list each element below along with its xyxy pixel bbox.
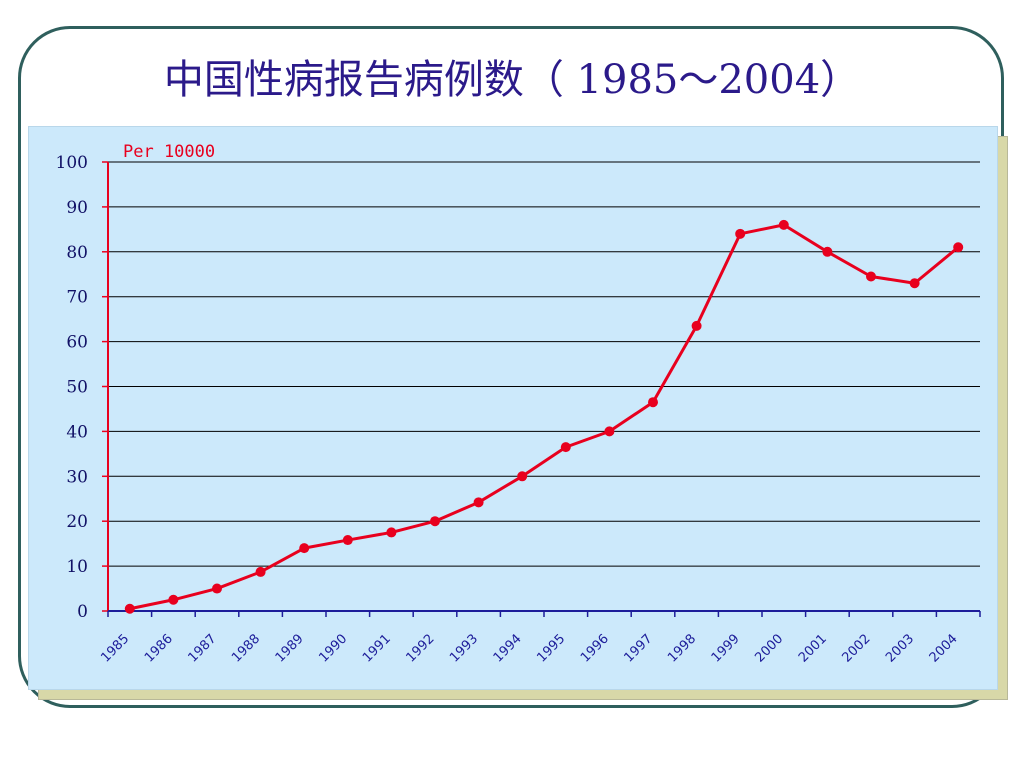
data-point xyxy=(648,397,658,408)
y-tick-label: 70 xyxy=(66,288,88,308)
x-tick-label: 1990 xyxy=(316,632,350,666)
y-tick-labels: 0 10 20 30 40 50 60 70 80 90 100 xyxy=(56,153,88,622)
data-point xyxy=(255,566,266,577)
x-tick-label: 1991 xyxy=(360,632,394,666)
x-tick-label: 1994 xyxy=(491,632,525,666)
x-tick-label: 2002 xyxy=(840,632,874,666)
x-tick-label: 2003 xyxy=(883,632,917,666)
data-point xyxy=(342,535,353,546)
data-point xyxy=(386,527,397,538)
x-tick-labels: 1985 1986 1987 1988 1989 1990 1991 1992 1993 1994… xyxy=(98,632,960,666)
x-tick-label: 2004 xyxy=(927,632,961,666)
x-tick-label: 1995 xyxy=(534,632,568,666)
data-point xyxy=(168,594,179,605)
y-tick-label: 80 xyxy=(66,243,88,263)
data-point xyxy=(604,426,615,437)
data-point xyxy=(691,320,702,331)
x-tick-label: 1992 xyxy=(404,632,438,666)
data-point xyxy=(124,603,135,614)
data-point xyxy=(822,246,833,257)
x-tick-label: 1993 xyxy=(447,632,481,666)
y-tick-label: 60 xyxy=(66,333,88,353)
x-tick-label: 1989 xyxy=(273,632,307,666)
data-point xyxy=(212,583,222,594)
data-point xyxy=(735,228,746,239)
y-tick-label: 50 xyxy=(66,378,88,398)
x-tick-label: 2001 xyxy=(796,632,830,666)
y-tick-label: 40 xyxy=(66,422,88,442)
axes xyxy=(102,161,981,617)
y-tick-label: 100 xyxy=(56,153,88,173)
y-tick-label: 30 xyxy=(66,467,88,487)
unit-label: Per 10000 xyxy=(123,142,215,162)
y-tick-label: 90 xyxy=(66,198,88,218)
x-tick-label: 1987 xyxy=(186,632,220,666)
data-point xyxy=(473,497,484,508)
data-point xyxy=(866,271,876,282)
y-tick-label: 10 xyxy=(66,557,88,577)
x-tick-label: 1996 xyxy=(578,632,612,666)
data-point xyxy=(430,516,440,527)
y-tick-label: 20 xyxy=(66,512,88,532)
data-point xyxy=(778,219,789,230)
x-tick-label: 1998 xyxy=(665,632,699,666)
grid-lines xyxy=(108,161,980,567)
data-point xyxy=(560,442,571,453)
x-tick-label: 1986 xyxy=(142,632,176,666)
series-layer xyxy=(124,219,964,614)
series-line xyxy=(129,223,960,611)
x-tick-label: 1985 xyxy=(98,632,132,666)
x-tick-label: 1999 xyxy=(709,632,743,666)
x-tick-label: 2000 xyxy=(752,632,786,666)
data-point xyxy=(517,471,528,482)
chart-panel: 0 10 20 30 40 50 60 70 80 90 100 1985 1986 1987 1988 1… xyxy=(28,126,998,690)
data-point xyxy=(909,278,920,289)
data-point xyxy=(299,543,310,554)
page-title: 中国性病报告病例数（ 1985～2004） xyxy=(163,57,861,103)
x-tick-label: 1997 xyxy=(622,632,656,666)
data-point xyxy=(953,242,964,253)
y-tick-label: 0 xyxy=(77,602,88,622)
x-tick-label: 1988 xyxy=(229,632,263,666)
